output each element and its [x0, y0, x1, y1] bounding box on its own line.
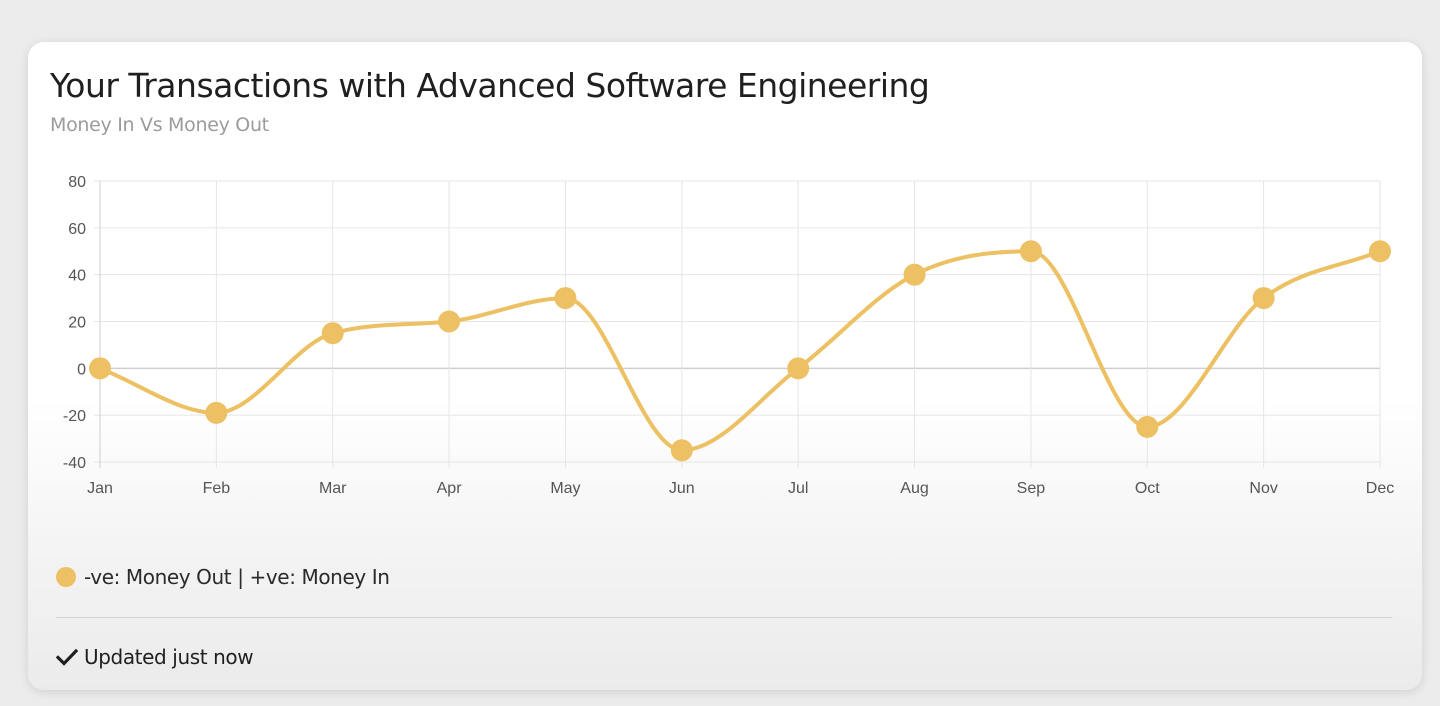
- x-tick-label: May: [550, 480, 580, 497]
- y-tick-label: 0: [77, 361, 86, 378]
- x-tick-label: Jun: [669, 480, 695, 497]
- transactions-card: Your Transactions with Advanced Software…: [28, 42, 1422, 690]
- data-point: [554, 287, 577, 310]
- y-tick-label: 60: [68, 221, 86, 238]
- data-point: [205, 401, 228, 424]
- data-point: [1019, 240, 1042, 263]
- x-tick-label: Jul: [788, 480, 808, 497]
- chart-subtitle: Money In Vs Money Out: [50, 114, 269, 136]
- x-tick-label: Mar: [319, 480, 347, 497]
- check-icon: [56, 648, 78, 666]
- x-tick-label: Apr: [437, 480, 463, 497]
- data-point: [1136, 415, 1159, 438]
- x-axis: Jan Feb Mar Apr May Jun Jul Aug Sep Oct Nov Dec: [87, 480, 1394, 497]
- data-point: [903, 263, 926, 286]
- legend-label: -ve: Money Out | +ve: Money In: [84, 565, 390, 589]
- y-axis: 80 60 40 20 0 -20 -40: [63, 174, 86, 472]
- updated-status: Updated just now: [84, 645, 254, 669]
- x-tick-label: Jan: [87, 480, 113, 497]
- footer-divider: [56, 617, 1392, 618]
- y-tick-label: 20: [68, 315, 86, 332]
- x-tick-label: Oct: [1135, 480, 1160, 497]
- chart-legend[interactable]: -ve: Money Out | +ve: Money In: [56, 565, 390, 589]
- data-point: [321, 322, 344, 345]
- y-tick-label: -20: [63, 408, 86, 425]
- y-tick-label: -40: [63, 455, 86, 472]
- data-point: [787, 357, 810, 380]
- data-point: [670, 439, 693, 462]
- x-tick-label: Dec: [1366, 480, 1394, 497]
- data-point: [89, 357, 111, 380]
- y-tick-label: 80: [68, 174, 86, 191]
- series-points: [89, 240, 1391, 462]
- card-footer: Updated just now: [56, 645, 254, 669]
- x-tick-label: Sep: [1017, 480, 1046, 497]
- y-tick-label: 40: [68, 268, 86, 285]
- data-point: [1369, 240, 1391, 263]
- legend-dot: [56, 567, 76, 587]
- x-tick-label: Nov: [1249, 480, 1277, 497]
- series-line: [98, 249, 1382, 453]
- chart-title: Your Transactions with Advanced Software…: [50, 66, 930, 105]
- data-point: [438, 310, 461, 333]
- line-chart: 80 60 40 20 0 -20 -40 Jan Feb Mar Apr May Jun Jul Aug…: [63, 174, 1394, 497]
- x-tick-label: Aug: [900, 480, 928, 497]
- data-point: [1252, 287, 1275, 310]
- x-tick-label: Feb: [203, 480, 231, 497]
